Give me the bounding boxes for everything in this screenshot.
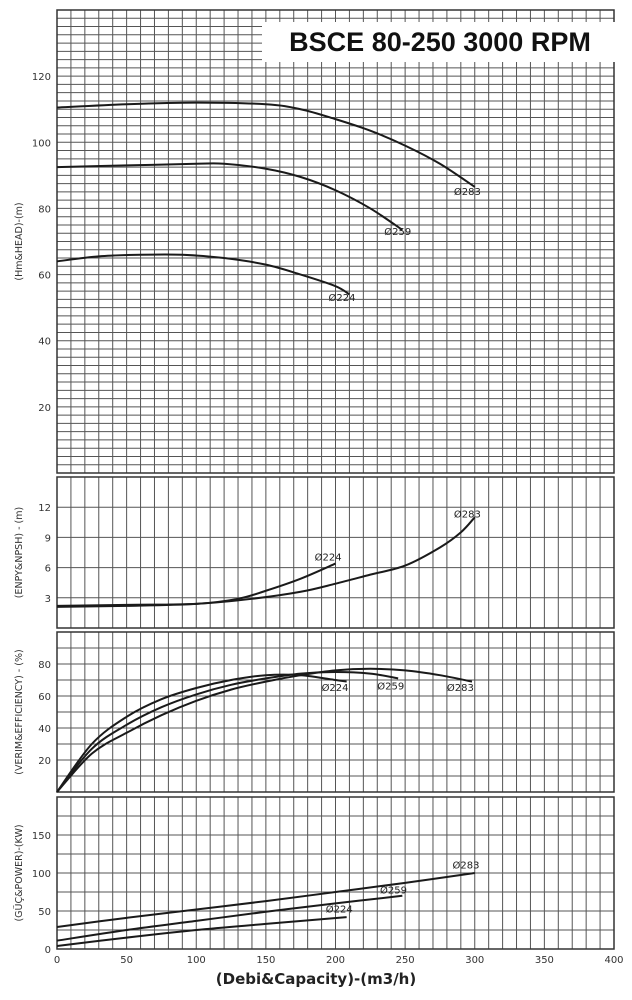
series-line-power-283 xyxy=(56,872,475,928)
x-tick-label: 0 xyxy=(54,955,60,966)
series-line-head-283 xyxy=(56,101,476,188)
y-tick-label: 80 xyxy=(38,660,51,671)
y-tick-label: 9 xyxy=(45,533,51,544)
y-tick-label: 40 xyxy=(38,337,51,348)
y-tick-label: 40 xyxy=(38,724,51,735)
y-axis-label-npsh: (ENPY&NPSH) - (m) xyxy=(14,507,25,598)
x-tick-label: 250 xyxy=(396,955,415,966)
series-label: Ø224 xyxy=(322,682,349,694)
y-tick-label: 6 xyxy=(45,564,51,575)
series-line-head-224 xyxy=(56,253,350,296)
y-tick-label: 60 xyxy=(38,692,51,703)
series-label: Ø259 xyxy=(384,226,411,238)
series-line-efficiency-259 xyxy=(56,670,399,793)
series-label: Ø283 xyxy=(454,186,481,198)
y-tick-label: 120 xyxy=(32,72,51,83)
panel-frame-efficiency xyxy=(56,631,615,793)
y-tick-label: 80 xyxy=(38,204,51,215)
series-line-power-224 xyxy=(56,916,347,947)
series-label: Ø259 xyxy=(377,681,404,693)
series-label: Ø224 xyxy=(315,552,342,564)
y-tick-label: 50 xyxy=(38,907,51,918)
y-tick-label: 150 xyxy=(32,831,51,842)
series-label: Ø283 xyxy=(452,859,479,871)
x-tick-label: 100 xyxy=(187,955,206,966)
series-label: Ø224 xyxy=(326,904,353,916)
x-tick-label: 350 xyxy=(535,955,554,966)
series-label: Ø224 xyxy=(329,292,356,304)
y-axis-label-power: (GÜÇ&POWER)-(KW) xyxy=(14,824,25,921)
series-line-efficiency-283 xyxy=(56,667,473,793)
series-line-head-259 xyxy=(56,162,403,231)
x-tick-label: 200 xyxy=(326,955,345,966)
y-tick-label: 20 xyxy=(38,756,51,767)
x-tick-label: 50 xyxy=(120,955,133,966)
panel-frame-power xyxy=(56,796,615,950)
y-tick-label: 0 xyxy=(45,945,51,956)
series-line-npsh-283 xyxy=(56,516,476,608)
y-tick-label: 20 xyxy=(38,403,51,414)
x-tick-label: 400 xyxy=(604,955,623,966)
series-label: Ø283 xyxy=(454,508,481,520)
y-tick-label: 3 xyxy=(45,594,51,605)
series-label: Ø283 xyxy=(447,682,474,694)
series-line-efficiency-224 xyxy=(56,673,347,793)
y-axis-label-head: (Hm&HEAD)-(m) xyxy=(14,202,25,280)
y-tick-label: 12 xyxy=(38,503,51,514)
x-tick-label: 150 xyxy=(256,955,275,966)
chart-title: BSCE 80-250 3000 RPM xyxy=(262,22,618,62)
y-tick-label: 60 xyxy=(38,271,51,282)
x-tick-label: 300 xyxy=(465,955,484,966)
panel-frame-npsh xyxy=(56,476,615,629)
panel-frame-head xyxy=(56,9,615,474)
series-label: Ø259 xyxy=(380,885,407,897)
x-axis-label: (Debi&Capacity)-(m3/h) xyxy=(215,970,417,988)
y-tick-label: 100 xyxy=(32,138,51,149)
y-tick-label: 100 xyxy=(32,869,51,880)
series-line-npsh-224 xyxy=(56,562,336,607)
y-axis-label-efficiency: (VERIM&EFFICIENCY) - (%) xyxy=(14,649,25,774)
series-line-power-259 xyxy=(56,894,403,942)
